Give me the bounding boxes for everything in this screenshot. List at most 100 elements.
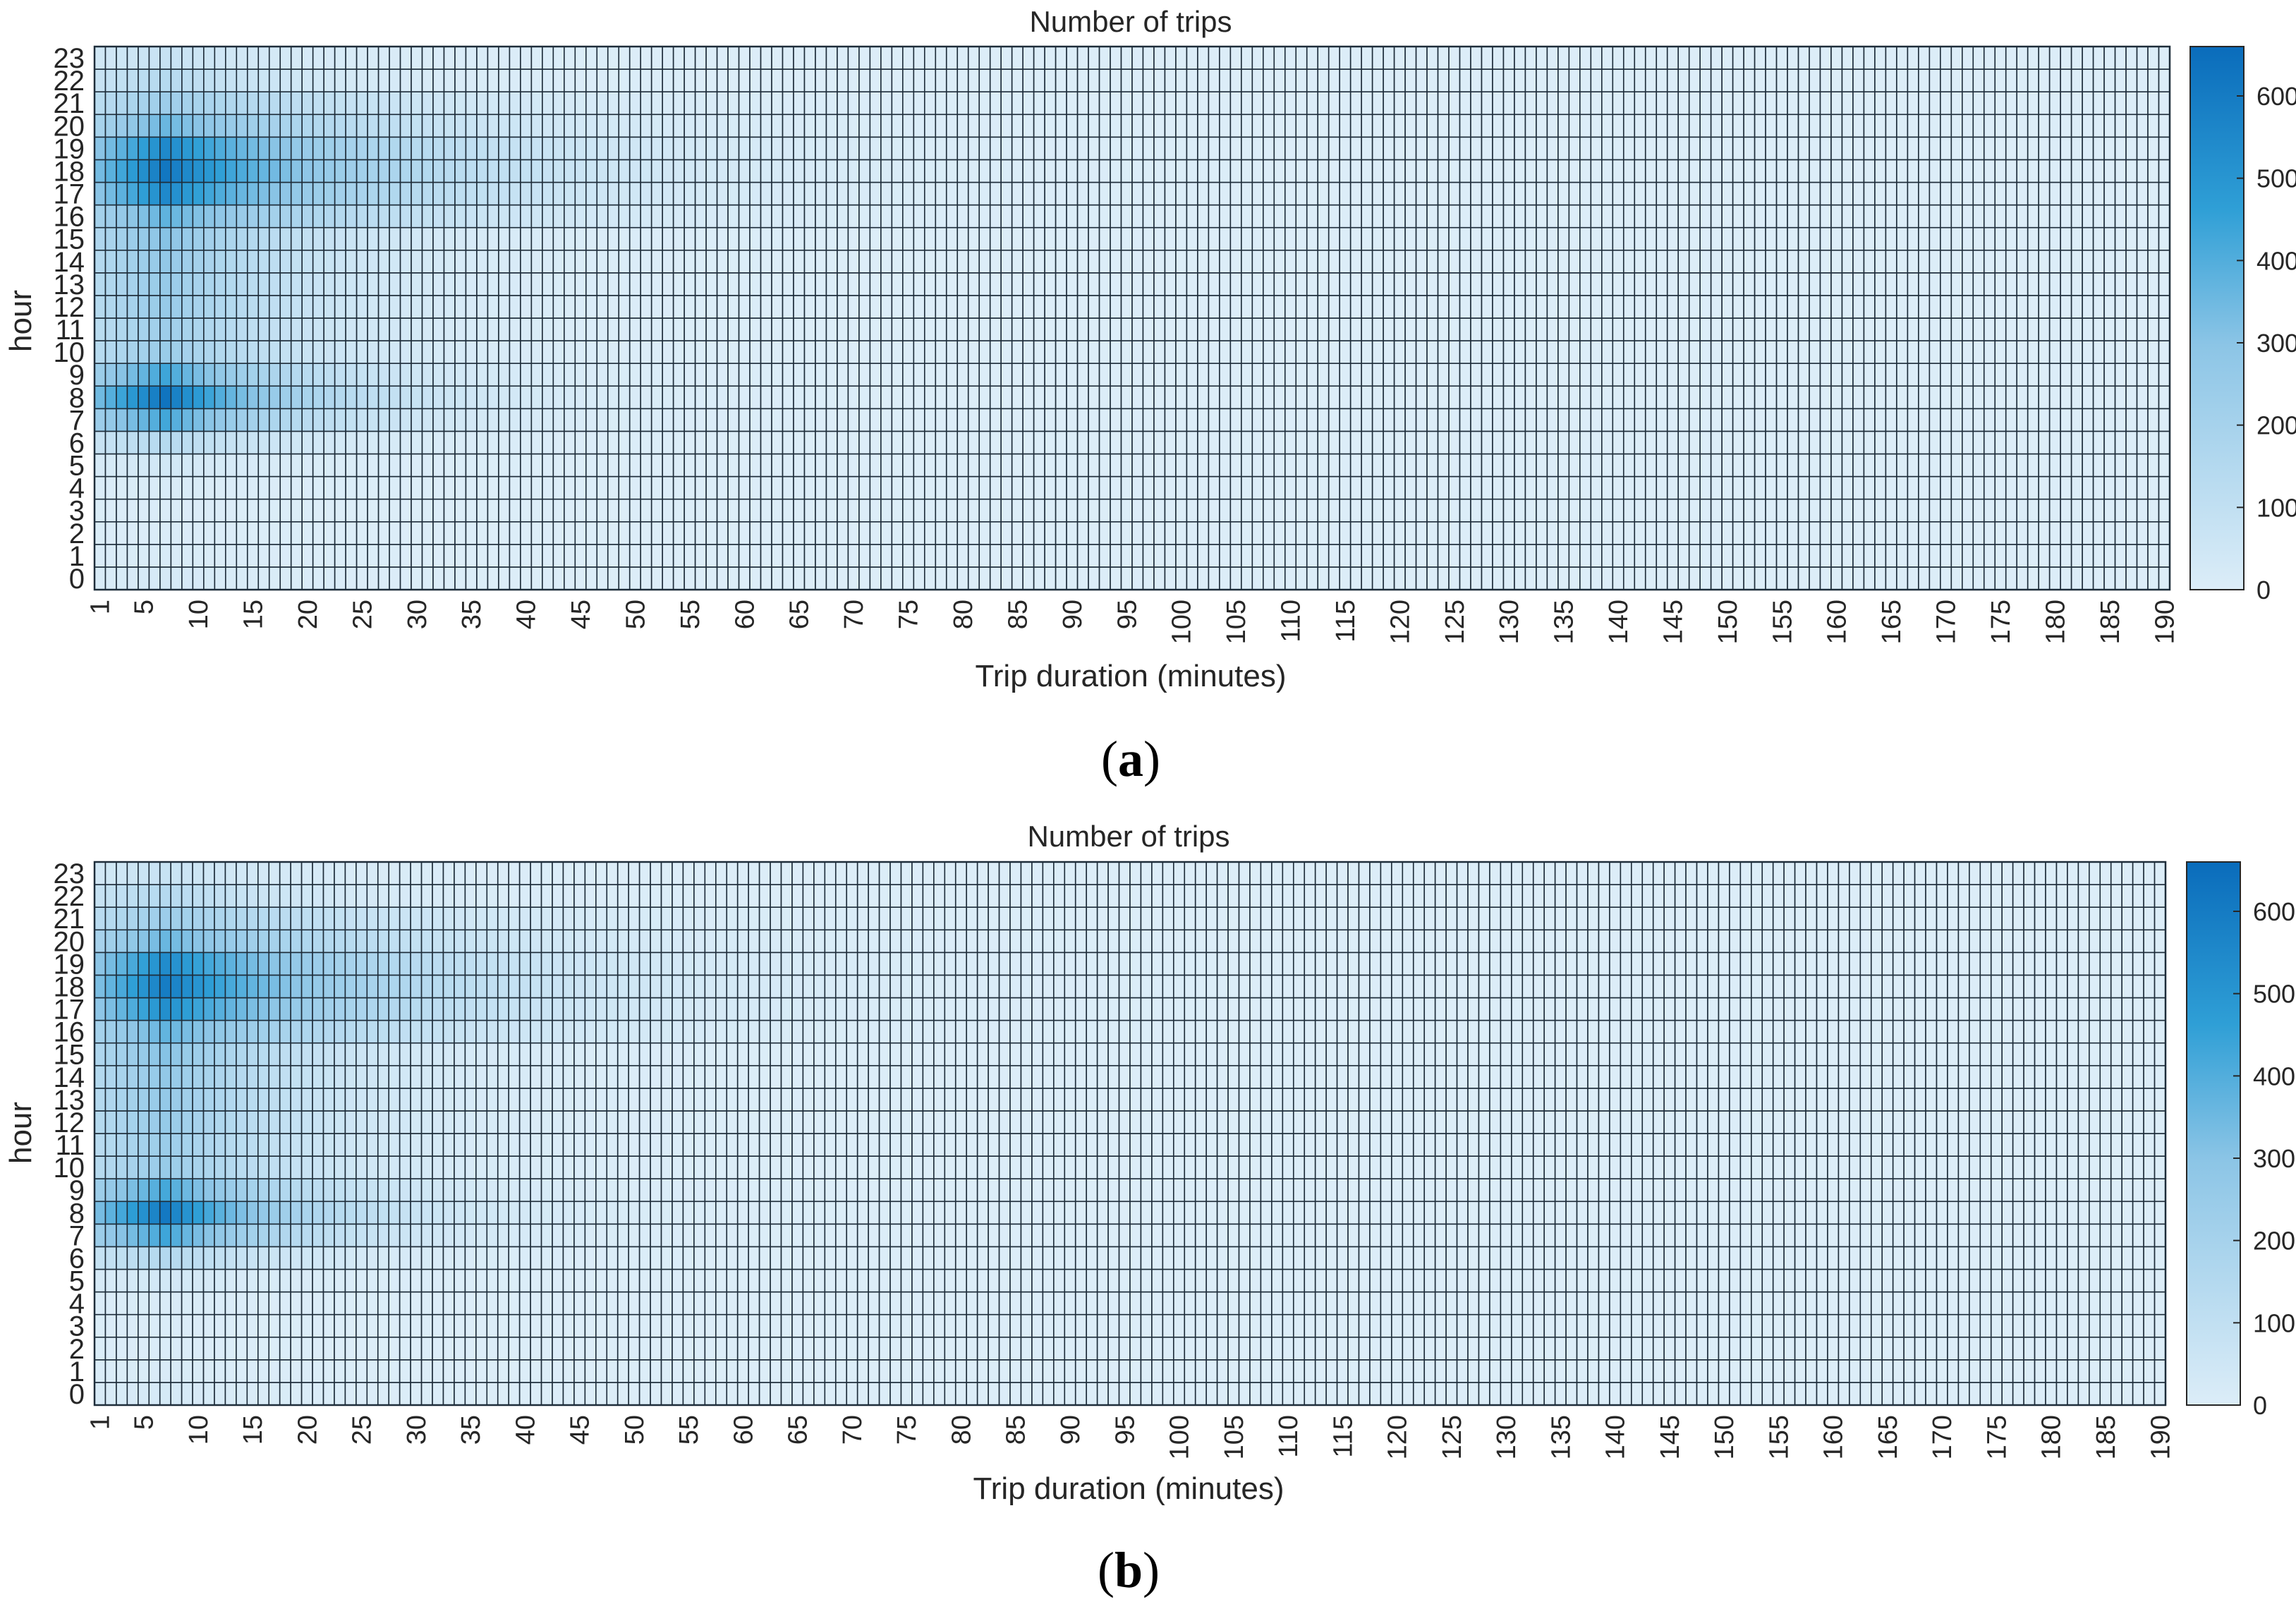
x-tick-label: 90: [1058, 600, 1088, 629]
heatmap-cell: [913, 159, 925, 183]
heatmap-cell: [530, 1359, 542, 1383]
heatmap-cell: [1371, 295, 1384, 319]
heatmap-cell: [1983, 430, 1996, 455]
heatmap-cell: [1732, 114, 1744, 138]
heatmap-cell: [345, 544, 358, 568]
heatmap-cell: [2016, 249, 2029, 274]
heatmap-cell: [1787, 272, 1799, 296]
heatmap-cell: [945, 363, 959, 387]
heatmap-cell: [1088, 114, 1100, 138]
heatmap-cell: [1011, 159, 1024, 183]
heatmap-cell: [2147, 340, 2160, 364]
heatmap-cell: [1295, 521, 1308, 545]
heatmap-cell: [1962, 68, 1974, 92]
heatmap-cell: [935, 204, 947, 229]
heatmap-cell: [1120, 136, 1133, 161]
heatmap-cell: [2103, 544, 2116, 568]
heatmap-cell: [1205, 1359, 1218, 1383]
heatmap-cell: [1972, 475, 1985, 500]
heatmap-cell: [650, 181, 663, 206]
heatmap-cell: [552, 453, 565, 478]
heatmap-cell: [956, 498, 969, 523]
heatmap-cell: [2082, 408, 2094, 432]
heatmap-cell: [880, 363, 893, 387]
heatmap-cell: [138, 498, 150, 523]
heatmap-cell: [1229, 430, 1242, 455]
heatmap-cell: [662, 181, 674, 206]
heatmap-cell: [126, 204, 139, 229]
heatmap-cell: [432, 249, 445, 274]
heatmap-cell: [1677, 181, 1690, 206]
heatmap-cell: [1554, 1359, 1567, 1383]
heatmap-cell: [1885, 475, 1897, 500]
heatmap-cell: [1022, 453, 1035, 478]
heatmap-cell: [793, 385, 806, 410]
heatmap-cell: [749, 295, 762, 319]
heatmap-cell: [1371, 226, 1384, 251]
heatmap-cell: [104, 181, 117, 206]
heatmap-cell: [1086, 1359, 1098, 1383]
heatmap-cell: [1928, 544, 1941, 568]
heatmap-cell: [170, 68, 183, 92]
heatmap-cell: [1962, 453, 1974, 478]
heatmap-cell: [1110, 272, 1122, 296]
heatmap-cell: [94, 363, 107, 387]
heatmap-cell: [1568, 385, 1581, 410]
heatmap-cell: [1502, 295, 1515, 319]
heatmap-cell: [847, 68, 860, 92]
heatmap-cell: [1131, 408, 1144, 432]
heatmap-cell: [1546, 453, 1559, 478]
heatmap-cell: [1994, 46, 2007, 70]
heatmap-cell: [935, 340, 947, 364]
heatmap-cell: [1219, 566, 1232, 590]
heatmap-cell: [465, 136, 478, 161]
heatmap-cell: [956, 363, 969, 387]
heatmap-cell: [978, 181, 991, 206]
heatmap-cell: [847, 181, 860, 206]
heatmap-cell: [334, 544, 346, 568]
heatmap-cell: [542, 521, 554, 545]
heatmap-cell: [1579, 114, 1592, 138]
heatmap-cell: [880, 272, 893, 296]
heatmap-cell: [782, 272, 794, 296]
heatmap-cell: [1502, 249, 1515, 274]
heatmap-cell: [159, 363, 172, 387]
heatmap-cell: [290, 204, 303, 229]
heatmap-cell: [312, 114, 324, 138]
heatmap-cell: [1437, 385, 1450, 410]
heatmap-cell: [1459, 272, 1471, 296]
heatmap-cell: [2114, 226, 2127, 251]
heatmap-cell: [1273, 453, 1286, 478]
heatmap-cell: [1721, 226, 1734, 251]
heatmap-cell: [1120, 181, 1133, 206]
heatmap-cell: [138, 385, 150, 410]
heatmap-cell: [694, 430, 707, 455]
heatmap-cell: [2110, 1382, 2122, 1406]
heatmap-cell: [825, 272, 838, 296]
heatmap-cell: [1492, 475, 1505, 500]
heatmap-cell: [2158, 363, 2170, 387]
heatmap-cell: [837, 385, 849, 410]
heatmap-cell: [508, 1359, 521, 1383]
heatmap-cell: [1153, 430, 1166, 455]
heatmap-cell: [825, 114, 838, 138]
heatmap-cell: [618, 46, 631, 70]
heatmap-cell: [540, 1359, 553, 1383]
heatmap-cell: [1609, 1359, 1622, 1383]
heatmap-cell: [1197, 68, 1210, 92]
heatmap-cell: [236, 249, 248, 274]
heatmap-cell: [1622, 453, 1636, 478]
heatmap-cell: [1743, 249, 1756, 274]
heatmap-cell: [684, 181, 696, 206]
heatmap-cell: [1020, 1359, 1033, 1383]
heatmap-cell: [793, 249, 806, 274]
heatmap-cell: [869, 544, 882, 568]
heatmap-cell: [301, 475, 314, 500]
heatmap-cell: [356, 544, 368, 568]
heatmap-cell: [214, 68, 226, 92]
heatmap-cell: [2048, 226, 2061, 251]
heatmap-cell: [1284, 159, 1297, 183]
heatmap-cell: [203, 340, 216, 364]
heatmap-cell: [1098, 249, 1111, 274]
heatmap-cell: [662, 475, 674, 500]
